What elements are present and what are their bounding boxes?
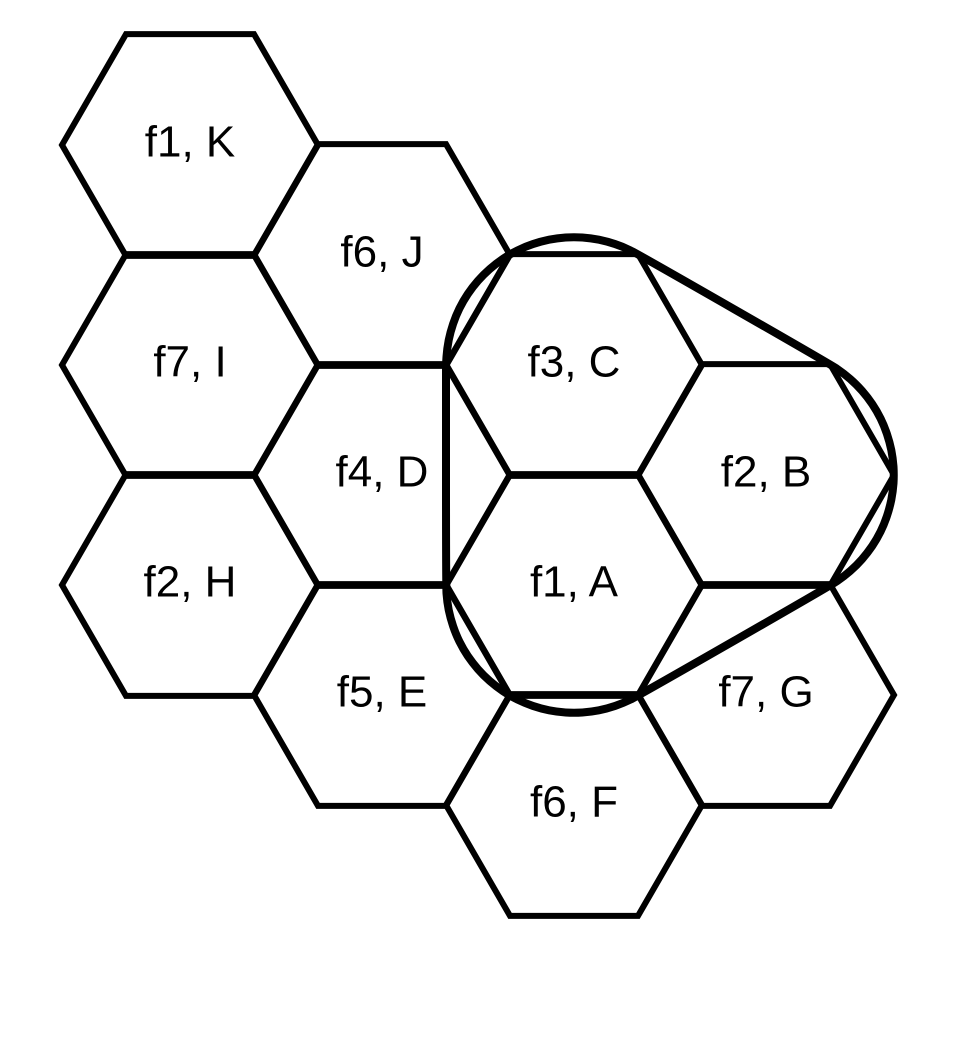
hex-label-i: f7, I <box>153 338 226 387</box>
hex-label-j: f6, J <box>340 228 423 277</box>
hex-label-d: f4, D <box>336 448 429 497</box>
hex-label-e: f5, E <box>337 668 428 717</box>
hex-label-k: f1, K <box>145 118 236 167</box>
hex-label-b: f2, B <box>721 448 812 497</box>
hex-label-c: f3, C <box>528 338 621 387</box>
hex-label-a: f1, A <box>530 558 619 607</box>
cell-diagram: f1, K f6, J f7, I f3, C f4, D f2, B f2, H f1, A… <box>0 0 964 1037</box>
hex-label-g: f7, G <box>718 668 813 717</box>
hex-label-h: f2, H <box>144 558 237 607</box>
hex-label-f: f6, F <box>530 778 618 827</box>
